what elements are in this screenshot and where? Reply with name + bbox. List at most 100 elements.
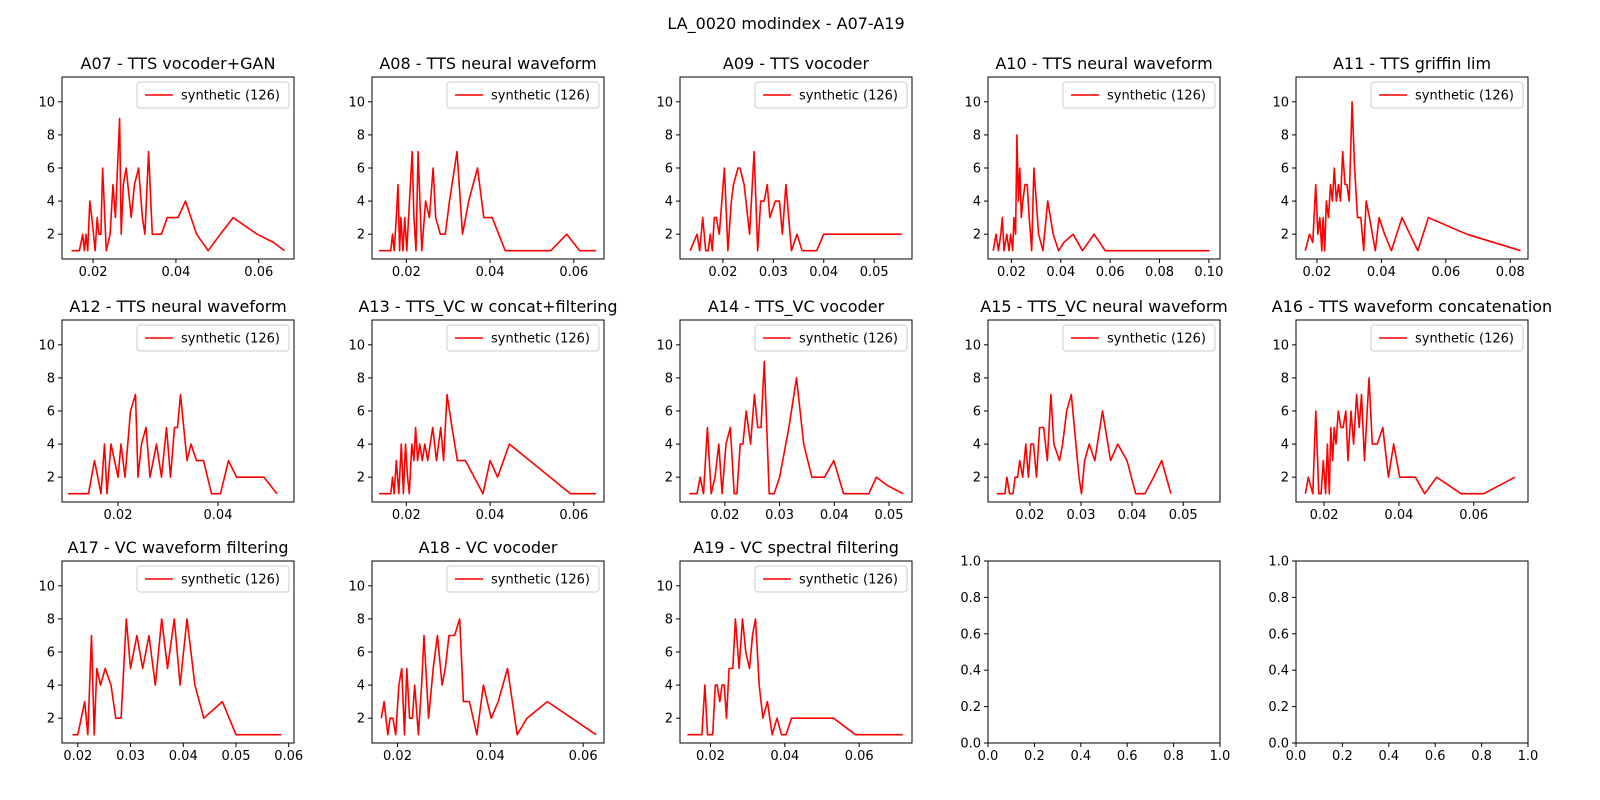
chart-panel-8: A14 - TTS_VC vocoder 0.02 0.03 0.04 0.05 2 4 6 8… [656,297,913,523]
legend-box [754,565,908,593]
y-tick-label: 4 [665,679,673,694]
y-tick-label: 4 [357,195,365,210]
panel-title: A17 - VC waveform filtering [67,538,288,557]
x-tick-label: 0.02 [696,749,725,764]
legend-label: synthetic (126) [799,573,898,588]
chart-panel-9: A15 - TTS_VC neural waveform 0.02 0.03 0.04… [964,297,1227,523]
legend-box [754,81,908,109]
y-tick-label: 6 [357,162,365,177]
x-tick-label: 0.06 [569,749,598,764]
legend-label: synthetic (126) [491,573,590,588]
legend-label: synthetic (126) [181,573,280,588]
y-tick-label: 10 [656,579,673,594]
legend: synthetic (126) [446,324,600,352]
y-tick-label: 0.6 [1268,627,1289,642]
x-tick-label: 0.8 [1471,749,1492,764]
legend: synthetic (126) [754,324,908,352]
y-tick-label: 8 [47,128,55,143]
axes-frame [987,319,1221,503]
series-line-synthetic [1304,377,1516,495]
x-tick-label: 0.04 [476,749,505,764]
legend: synthetic (126) [754,565,908,593]
x-tick-label: 0.6 [1117,749,1138,764]
y-tick-label: 2 [665,712,673,727]
axes-frame [987,76,1221,260]
y-tick-label: 10 [964,338,981,353]
x-tick-label: 0.05 [860,265,889,280]
y-tick-label: 4 [357,679,365,694]
legend: synthetic (126) [446,565,600,593]
axes-frame [679,76,913,260]
y-tick-label: 2 [665,471,673,486]
x-tick-label: 0.04 [1384,508,1413,523]
chart-panel-2: A08 - TTS neural waveform 0.02 0.04 0.06 2 4 6… [348,54,605,280]
series-line-synthetic [996,393,1172,495]
y-tick-label: 8 [1281,371,1289,386]
y-tick-label: 8 [665,612,673,627]
series-line-synthetic [1304,101,1521,252]
x-tick-label: 0.04 [770,749,799,764]
y-tick-label: 10 [964,95,981,110]
series-line-synthetic [992,134,1210,252]
legend-box [136,81,290,109]
x-tick-label: 0.02 [63,749,92,764]
legend: synthetic (126) [136,81,290,109]
x-tick-label: 0.05 [875,508,904,523]
panel-title: A08 - TTS neural waveform [379,54,596,73]
panel-title: A15 - TTS_VC neural waveform [980,297,1227,317]
axes-frame [1295,76,1529,260]
axes-frame [61,76,295,260]
panel-title: A12 - TTS neural waveform [69,297,286,316]
y-tick-label: 4 [47,679,55,694]
figure-title: LA_0020 modindex - A07-A19 [667,14,904,34]
x-tick-label: 0.06 [1459,508,1488,523]
x-tick-label: 0.02 [997,265,1026,280]
y-tick-label: 0.0 [960,737,981,752]
x-tick-label: 0.05 [1169,508,1198,523]
y-tick-label: 4 [47,438,55,453]
y-tick-label: 0.8 [960,591,981,606]
x-tick-label: 0.06 [274,749,303,764]
chart-panel-7: A13 - TTS_VC w concat+filtering 0.02 0.04 0… [348,297,617,523]
legend-label: synthetic (126) [181,89,280,104]
axes-frame [679,560,913,744]
y-tick-label: 8 [665,128,673,143]
x-tick-label: 0.0 [978,749,999,764]
x-tick-label: 0.02 [1015,508,1044,523]
x-tick-label: 0.4 [1070,749,1091,764]
y-tick-label: 8 [357,128,365,143]
series-line-synthetic [689,150,902,252]
y-tick-label: 4 [973,195,981,210]
y-tick-label: 2 [1281,228,1289,243]
x-tick-label: 0.04 [1367,265,1396,280]
y-tick-label: 4 [1281,195,1289,210]
x-tick-label: 0.10 [1194,265,1223,280]
panel-title: A07 - TTS vocoder+GAN [81,54,276,73]
y-tick-label: 8 [973,371,981,386]
x-tick-label: 0.02 [104,508,133,523]
y-tick-label: 6 [47,646,55,661]
chart-panel-6: A12 - TTS neural waveform 0.02 0.04 2 4 6 8 10 s… [38,297,295,523]
series-line-synthetic [379,150,596,252]
x-tick-label: 0.8 [1163,749,1184,764]
x-tick-label: 0.06 [1431,265,1460,280]
legend: synthetic (126) [1062,324,1216,352]
y-tick-label: 1.0 [1268,555,1289,570]
axes-frame [987,560,1221,744]
legend-box [136,565,290,593]
y-tick-label: 6 [357,646,365,661]
x-tick-label: 0.0 [1286,749,1307,764]
chart-panel-13: A19 - VC spectral filtering 0.02 0.04 0.06 2… [656,538,913,764]
legend-label: synthetic (126) [491,332,590,347]
x-tick-label: 0.04 [476,265,505,280]
legend-label: synthetic (126) [1415,89,1514,104]
legend: synthetic (126) [1062,81,1216,109]
panel-title: A09 - TTS vocoder [723,54,870,73]
chart-panel-3: A09 - TTS vocoder 0.02 0.03 0.04 0.05 2 4 6 8 10 s… [656,54,913,280]
y-tick-label: 0.6 [960,627,981,642]
y-tick-label: 0.2 [960,700,981,715]
legend-label: synthetic (126) [1415,332,1514,347]
legend: synthetic (126) [754,81,908,109]
y-tick-label: 8 [47,371,55,386]
